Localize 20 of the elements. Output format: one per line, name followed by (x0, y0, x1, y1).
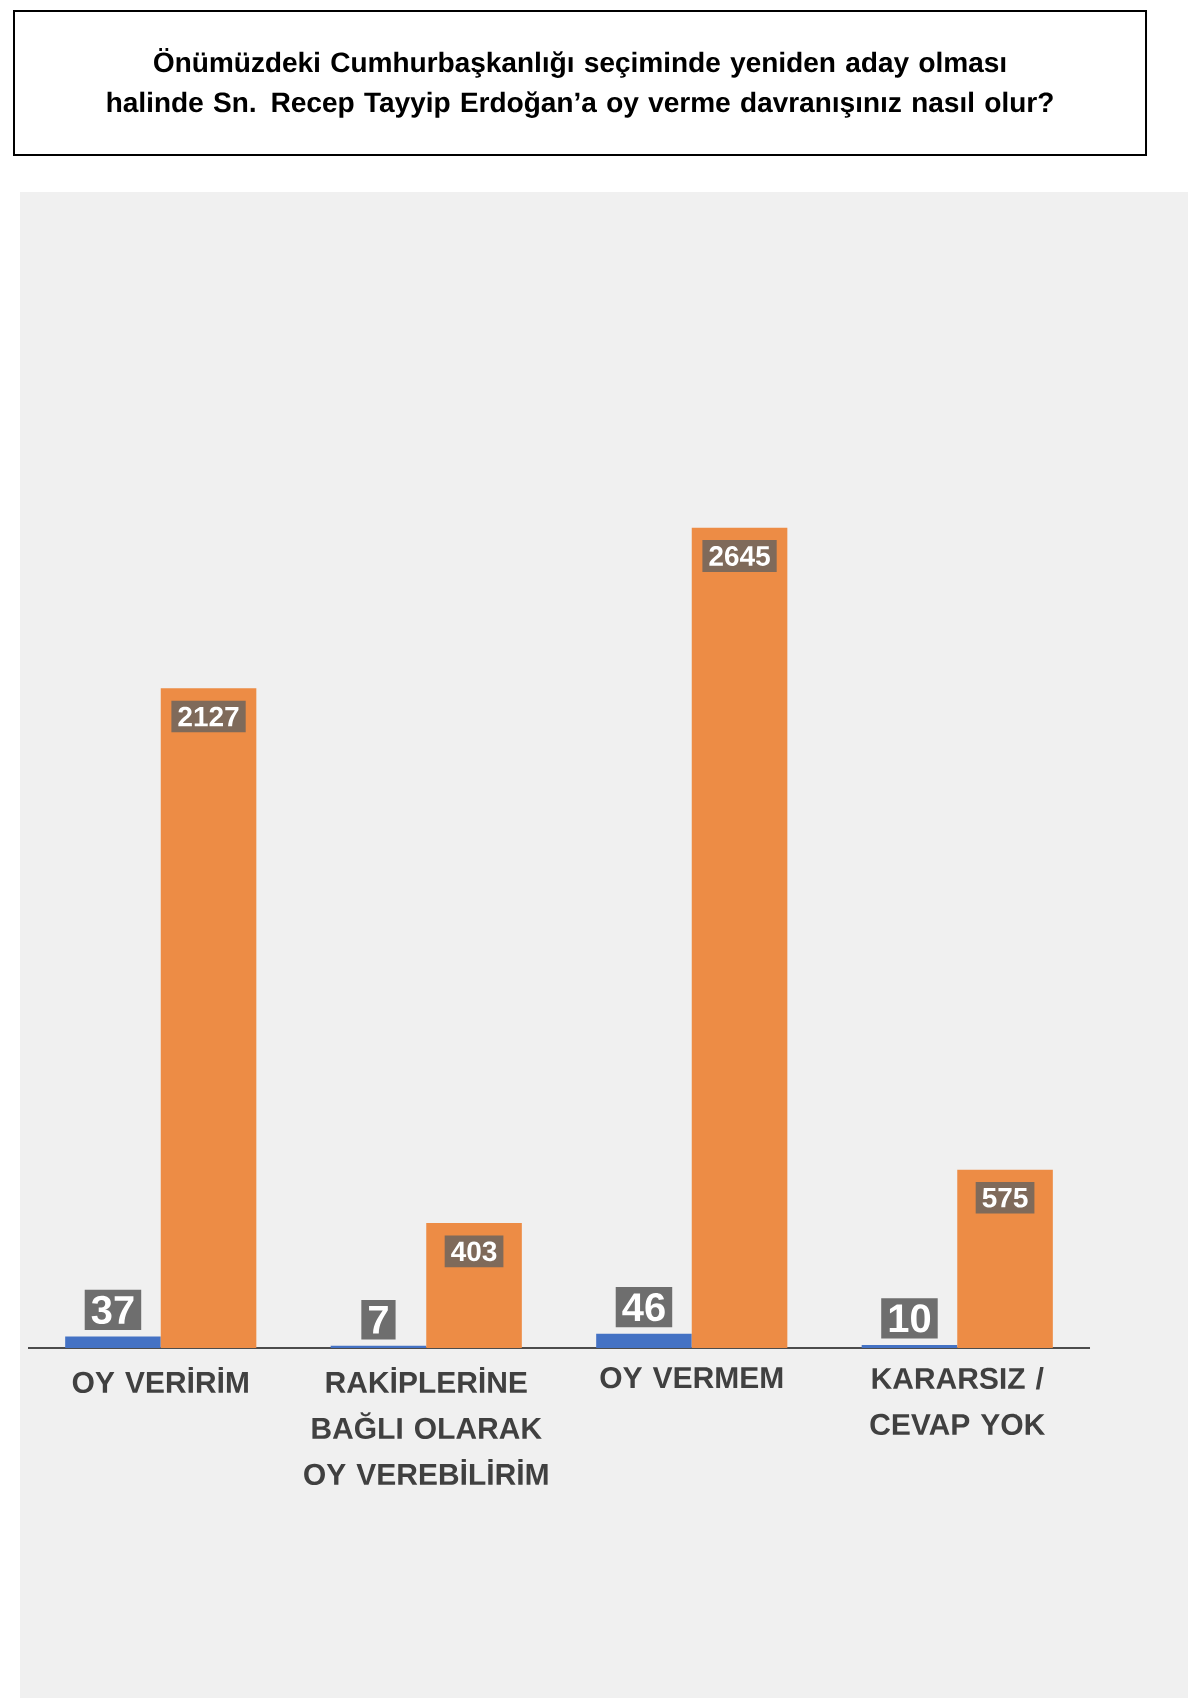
chart-title: Önümüzdeki Cumhurbaşkanlığı seçiminde yeniden aday olması halinde Sn. Recep Tayyip Erdoğan’a oy verme davranışınız nasıl olur? (107, 48, 1053, 118)
data-label: 10 (889, 1304, 931, 1333)
bar (160, 688, 257, 1348)
bar (330, 1345, 427, 1348)
data-label: 37 (91, 1295, 134, 1325)
x-tick-label: RAKİPLERİNE BAĞLI OLARAK OY VEREBİLİRİM (304, 1367, 548, 1486)
data-label: 403 (451, 1241, 497, 1262)
bar (596, 1333, 692, 1348)
data-label: 7 (369, 1305, 388, 1334)
data-label: 2127 (178, 706, 239, 727)
data-label: 2645 (709, 546, 770, 566)
data-label: 46 (622, 1293, 665, 1322)
bar (861, 1344, 958, 1348)
x-tick-label: KARARSIZ / CEVAP YOK (870, 1367, 1046, 1436)
x-tick-label: OY VERİRİM (72, 1367, 248, 1394)
bar (65, 1336, 161, 1348)
x-tick-label: OY VERMEM (600, 1367, 783, 1389)
bar (957, 1169, 1053, 1348)
bar (691, 527, 788, 1348)
data-label: 575 (982, 1188, 1028, 1208)
